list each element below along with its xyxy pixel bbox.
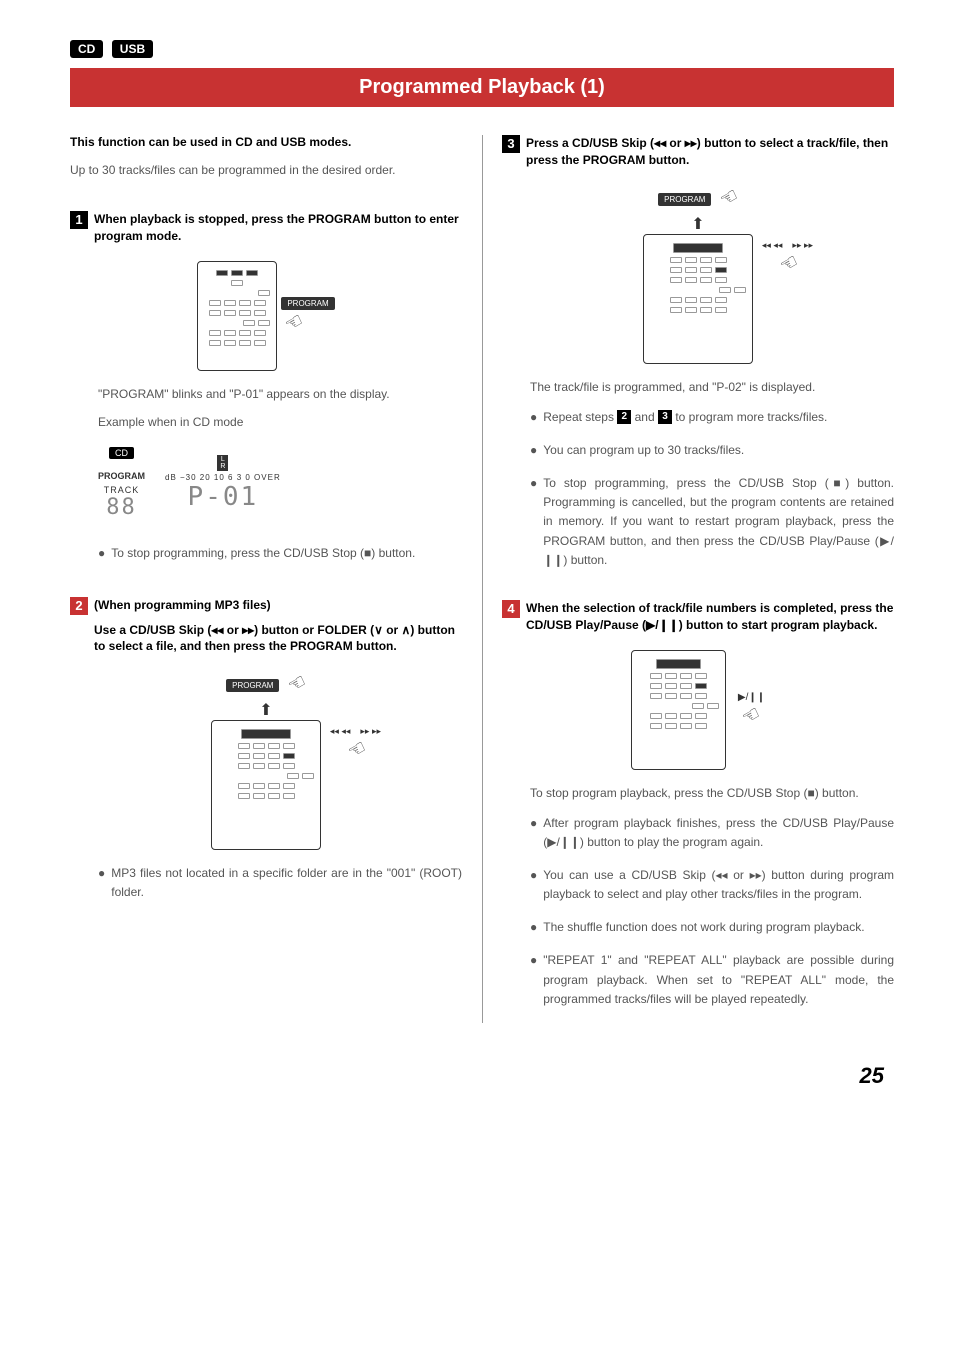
panel-meter: dB −30 20 10 6 3 0 OVER: [165, 473, 281, 482]
step-1-figure: PROGRAM ☜: [70, 261, 462, 371]
usb-badge: USB: [112, 40, 153, 58]
step-1-number: 1: [70, 211, 88, 229]
step-1-caption-2: Example when in CD mode: [98, 415, 462, 429]
step-4-bullet-2: ● You can use a CD/USB Skip (◂◂ or ▸▸) b…: [530, 866, 894, 904]
remote-icon: [197, 261, 277, 371]
step-4-bullet-3-text: The shuffle function does not work durin…: [543, 918, 864, 937]
panel-cd-badge: CD: [109, 447, 134, 459]
ref-step-2: 2: [617, 410, 631, 424]
program-label-2: PROGRAM: [226, 679, 279, 692]
step-4: 4 When the selection of track/file numbe…: [502, 600, 894, 634]
step-3-bullet-1-text: Repeat steps 2 and 3 to program more tra…: [543, 408, 827, 427]
step-3-figure: PROGRAM ☜ ⬆ ◂◂ ◂◂ ▸▸ ▸▸☜: [502, 185, 894, 364]
remote-icon-4: [631, 650, 726, 770]
step-3-bullet-1: ● Repeat steps 2 and 3 to program more t…: [530, 408, 894, 427]
step-2-text: Use a CD/USB Skip (◂◂ or ▸▸) button or F…: [94, 622, 462, 656]
step-3-bullet-3-text: To stop programming, press the CD/USB St…: [543, 474, 894, 570]
step-4-bullet-1-text: After program playback finishes, press t…: [543, 814, 894, 852]
hand-icon-3: ☜: [343, 734, 371, 765]
step-4-figure: ▶/❙❙ ☜: [502, 650, 894, 770]
step-4-bullet-3: ● The shuffle function does not work dur…: [530, 918, 894, 937]
display-panel: CD PROGRAM TRACK 88 LR dB −30 20 10 6 3 …: [98, 447, 462, 520]
page-title: Programmed Playback (1): [70, 68, 894, 107]
step-1-text: When playback is stopped, press the PROG…: [94, 211, 462, 245]
step-4-text: When the selection of track/file numbers…: [526, 600, 894, 634]
cd-badge: CD: [70, 40, 103, 58]
intro-text: Up to 30 tracks/files can be programmed …: [70, 163, 462, 177]
arrow-up-icon-2: ⬆: [643, 214, 753, 234]
hand-icon: ☜: [280, 307, 308, 338]
panel-track-digits: 88: [98, 495, 145, 520]
arrow-up-icon: ⬆: [211, 700, 321, 720]
step-3: 3 Press a CD/USB Skip (◂◂ or ▸▸) button …: [502, 135, 894, 169]
step-3-bullet-2: ● You can program up to 30 tracks/files.: [530, 441, 894, 460]
step-2-figure: PROGRAM ☜ ⬆ ◂◂ ◂◂ ▸▸ ▸▸☜: [70, 671, 462, 850]
step-2: 2 (When programming MP3 files) Use a CD/…: [70, 597, 462, 655]
program-label-3: PROGRAM: [658, 193, 711, 206]
step-3-caption-1: The track/file is programmed, and "P-02"…: [530, 378, 894, 396]
panel-program-text: PROGRAM: [98, 471, 145, 481]
step-3-bullet-3: ● To stop programming, press the CD/USB …: [530, 474, 894, 570]
remote-icon-3: [643, 234, 753, 364]
step-2-number: 2: [70, 597, 88, 615]
step-1-bullet-1-text: To stop programming, press the CD/USB St…: [111, 544, 415, 563]
mode-badges: CD USB: [70, 40, 894, 58]
step-2-bullet-1: ● MP3 files not located in a specific fo…: [98, 864, 462, 902]
remote-icon-2: [211, 720, 321, 850]
panel-p-value: P-01: [165, 482, 281, 512]
step-4-number: 4: [502, 600, 520, 618]
step-3-text: Press a CD/USB Skip (◂◂ or ▸▸) button to…: [526, 135, 894, 169]
step-1-bullet-1: ● To stop programming, press the CD/USB …: [98, 544, 462, 563]
hand-icon-4: ☜: [715, 182, 743, 213]
page-number: 25: [70, 1063, 894, 1089]
step-4-bullet-4: ● "REPEAT 1" and "REPEAT ALL" playback a…: [530, 951, 894, 1009]
step-1-caption-1: "PROGRAM" blinks and "P-01" appears on t…: [98, 385, 462, 403]
step-4-caption-1: To stop program playback, press the CD/U…: [530, 784, 894, 802]
step-4-bullet-4-text: "REPEAT 1" and "REPEAT ALL" playback are…: [543, 951, 894, 1009]
step-2-heading: (When programming MP3 files): [94, 597, 462, 614]
hand-icon-2: ☜: [283, 668, 311, 699]
hand-icon-6: ☜: [737, 700, 765, 731]
ref-step-3: 3: [658, 410, 672, 424]
hand-icon-5: ☜: [775, 248, 803, 279]
program-label: PROGRAM: [281, 297, 334, 310]
panel-track-label: TRACK: [98, 485, 145, 495]
step-3-number: 3: [502, 135, 520, 153]
step-3-bullet-2-text: You can program up to 30 tracks/files.: [543, 441, 744, 460]
intro-bold: This function can be used in CD and USB …: [70, 135, 462, 149]
step-1: 1 When playback is stopped, press the PR…: [70, 211, 462, 245]
step-4-bullet-1: ● After program playback finishes, press…: [530, 814, 894, 852]
step-4-bullet-2-text: You can use a CD/USB Skip (◂◂ or ▸▸) but…: [543, 866, 894, 904]
step-2-bullet-1-text: MP3 files not located in a specific fold…: [111, 864, 462, 902]
